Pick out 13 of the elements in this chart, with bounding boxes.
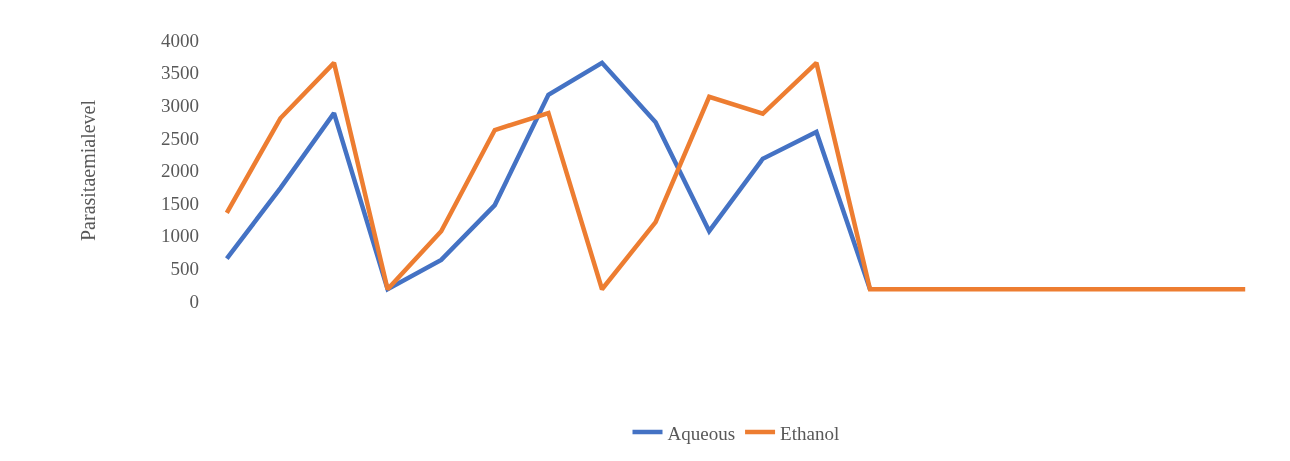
y-tick-label: 1500	[161, 192, 199, 214]
y-tick-label: 1000	[161, 225, 199, 247]
y-tick-label: 2000	[161, 160, 199, 182]
y-tick-label: 4000	[161, 29, 199, 51]
y-tick-label: 500	[170, 258, 199, 280]
y-tick-label: 3500	[161, 62, 199, 84]
legend-label: Aqueous	[667, 422, 736, 444]
y-axis-title: Parasitaemialevel	[76, 99, 99, 242]
y-tick-label: 0	[189, 290, 199, 312]
line-series	[224, 60, 1248, 292]
y-tick-label: 2500	[161, 127, 199, 149]
y-tick-label: 3000	[161, 94, 199, 116]
legend-label: Ethanol	[780, 422, 840, 444]
